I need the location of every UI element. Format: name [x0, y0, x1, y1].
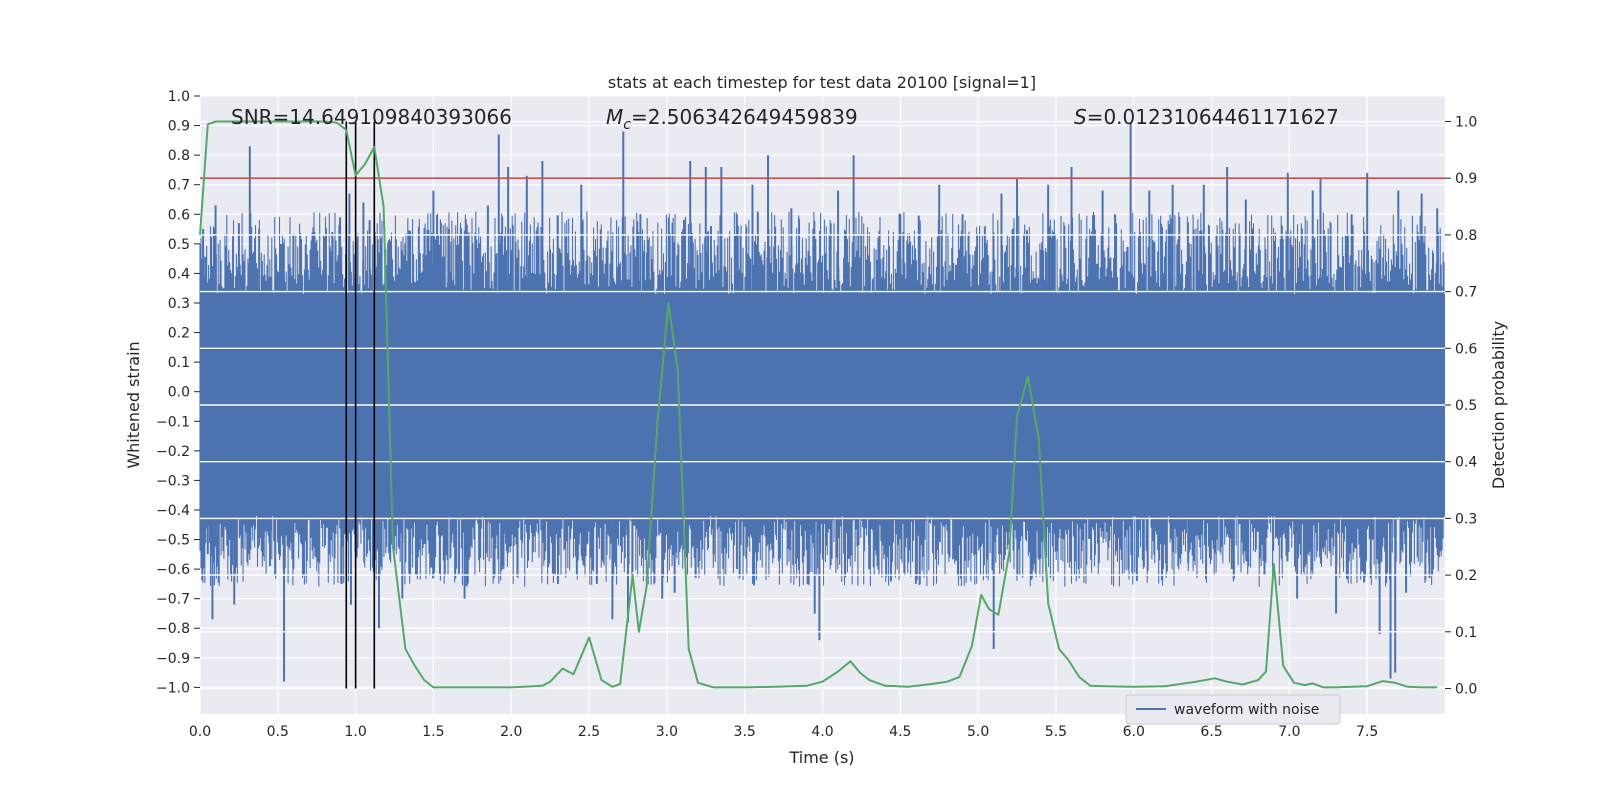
y2-tick-label: 0.2	[1455, 568, 1477, 584]
x-axis-ticks: 0.0 0.5 1.0 1.5 2.0 2.5 3.0 3.5 4.0 4.5 5.0 5.5 6.0 6…	[189, 724, 1378, 740]
x-tick-label: 5.5	[1045, 724, 1067, 740]
y-tick-label: −0.1	[156, 414, 190, 430]
x-tick-label: 7.0	[1278, 724, 1300, 740]
y2-tick-label: 0.7	[1455, 285, 1477, 301]
y2-tick-label: 1.0	[1455, 115, 1477, 131]
y-tick-label: 0.0	[168, 385, 190, 401]
y-tick-label: 1.0	[168, 89, 190, 105]
y-tick-label: 0.9	[168, 119, 190, 135]
y-tick-label: −1.0	[156, 680, 190, 696]
x-tick-label: 5.0	[967, 724, 989, 740]
x-tick-label: 4.5	[889, 724, 911, 740]
x-tick-label: 6.5	[1200, 724, 1222, 740]
x-tick-label: 1.0	[344, 724, 366, 740]
legend-box	[1125, 694, 1341, 725]
y2-tick-label: 0.0	[1455, 681, 1477, 697]
x-tick-label: 3.5	[734, 724, 756, 740]
y2-tick-label: 0.3	[1455, 511, 1477, 527]
x-tick-label: 2.0	[500, 724, 522, 740]
x-tick-label: 6.0	[1123, 724, 1145, 740]
x-tick-label: 4.0	[811, 724, 833, 740]
y-tick-label: 0.5	[168, 237, 190, 253]
y2-tick-label: 0.4	[1455, 455, 1477, 471]
detection-probability-line	[199, 120, 1438, 689]
chirp-mass-subscript: c	[623, 117, 631, 133]
x-tick-label: 1.5	[422, 724, 444, 740]
y-tick-label: −0.2	[156, 444, 190, 460]
y-tick-label: −0.5	[156, 533, 190, 549]
y2-tick-label: 0.9	[1455, 171, 1477, 187]
waveform-noise	[199, 211, 1445, 587]
y-tick-label: 0.6	[168, 207, 190, 223]
y-tick-label: 0.7	[168, 178, 190, 194]
x-tick-label: 3.0	[656, 724, 678, 740]
x-tick-label: 0.0	[189, 724, 211, 740]
y2-tick-label: 0.6	[1455, 341, 1477, 357]
y-tick-label: 0.3	[168, 296, 190, 312]
y-axis-ticks: 1.0 0.9 0.8 0.7 0.6 0.5 0.4 0.3 0.2 0.1 0.0 −0.1 −0.…	[156, 89, 200, 696]
y2-tick-label: 0.5	[1455, 398, 1477, 414]
chirp-mass-value: =2.506342649459839	[631, 105, 858, 129]
y-tick-label: 0.8	[168, 148, 190, 164]
y-tick-label: −0.9	[156, 651, 190, 667]
y-axis-label: Whitened strain	[124, 341, 143, 468]
y-tick-label: 0.4	[168, 266, 190, 282]
y-tick-label: −0.3	[156, 473, 190, 489]
chirp-mass-annotation: Mc=2.506342649459839	[606, 105, 858, 133]
x-tick-label: 0.5	[267, 724, 289, 740]
x-tick-label: 7.5	[1356, 724, 1378, 740]
vertical-markers	[345, 121, 376, 689]
x-tick-label: 2.5	[578, 724, 600, 740]
s-annotation: S=0.01231064461171627	[1074, 105, 1339, 129]
x-axis-label: Time (s)	[788, 748, 854, 767]
y2-tick-label: 0.1	[1455, 625, 1477, 641]
y2-axis-ticks: 1.0 0.9 0.8 0.7 0.6 0.5 0.4 0.3 0.2 0.1 0.0	[1445, 115, 1477, 697]
y-tick-label: 0.2	[168, 326, 190, 342]
y-tick-label: −0.8	[156, 621, 190, 637]
y2-tick-label: 0.8	[1455, 228, 1477, 244]
chart-title: stats at each timestep for test data 201…	[608, 73, 1036, 92]
s-value: =0.01231064461171627	[1087, 105, 1339, 129]
y-tick-label: −0.7	[156, 592, 190, 608]
legend-label: waveform with noise	[1174, 702, 1319, 718]
waveform-series	[199, 122, 1445, 682]
legend: waveform with noise	[1125, 694, 1341, 725]
y-tick-label: −0.6	[156, 562, 190, 578]
chirp-mass-symbol: M	[606, 105, 623, 129]
s-symbol: S	[1074, 105, 1087, 129]
snr-annotation: SNR=14.649109840393066	[231, 105, 512, 129]
y-tick-label: 0.1	[168, 355, 190, 371]
detection-probability-series	[199, 120, 1438, 689]
y2-axis-label: Detection probability	[1489, 321, 1508, 489]
y-tick-label: −0.4	[156, 503, 190, 519]
